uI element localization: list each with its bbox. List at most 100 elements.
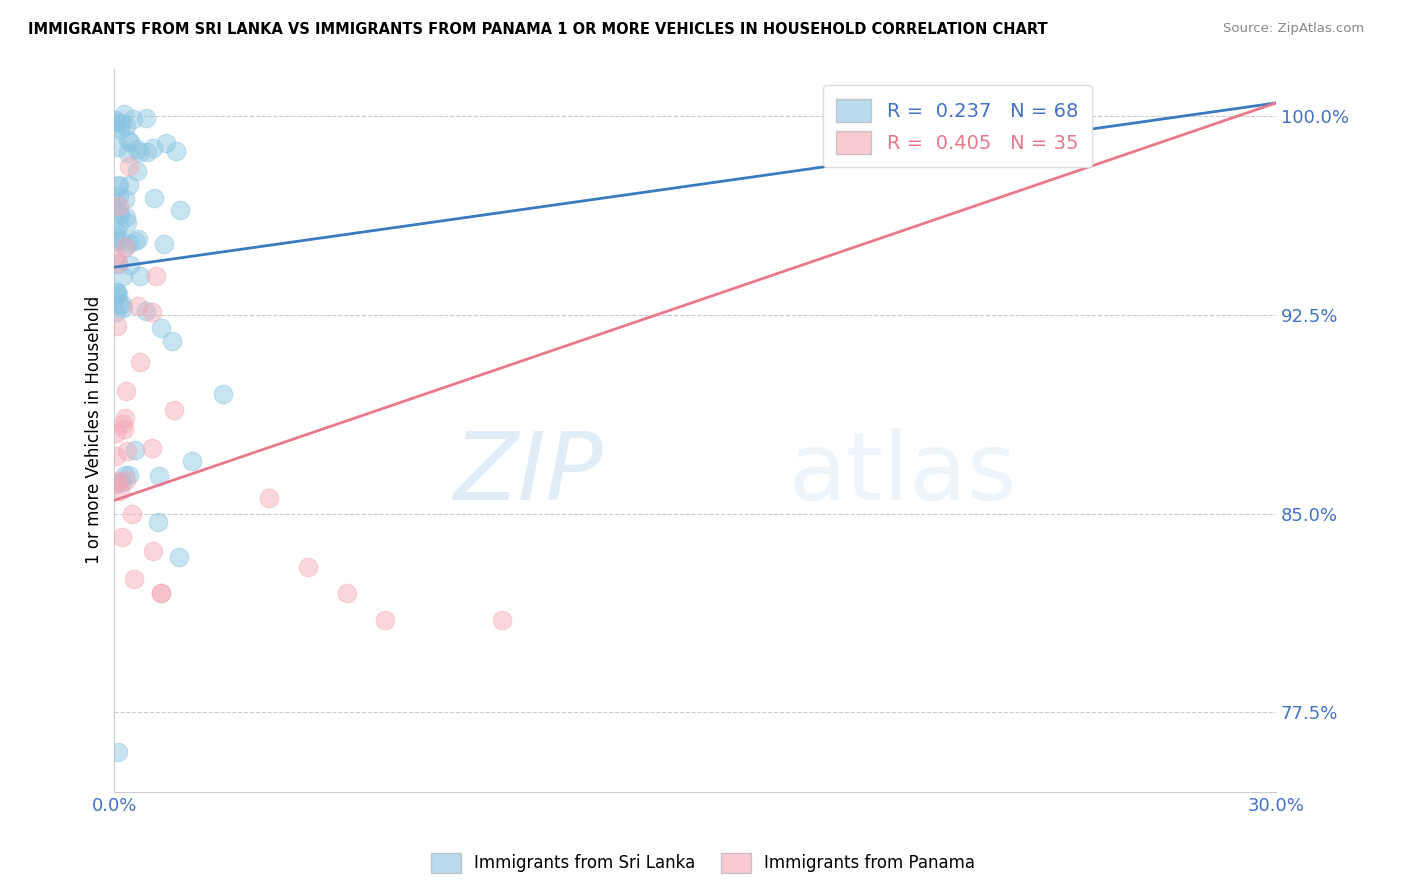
Text: Source: ZipAtlas.com: Source: ZipAtlas.com: [1223, 22, 1364, 36]
Point: [112, 417, 135, 431]
Point: [117, 235, 139, 250]
Point: [142, 543, 165, 558]
Point: [117, 159, 139, 173]
Point: [121, 508, 143, 522]
Point: [118, 468, 141, 483]
Point: [114, 211, 136, 225]
Point: [114, 193, 136, 207]
Point: [105, 229, 128, 244]
Point: [111, 530, 134, 544]
Point: [108, 233, 131, 247]
Point: [107, 257, 129, 271]
Point: [259, 491, 281, 505]
Point: [125, 142, 148, 156]
Point: [112, 301, 135, 315]
Point: [105, 285, 128, 299]
Point: [105, 449, 128, 463]
Legend: Immigrants from Sri Lanka, Immigrants from Panama: Immigrants from Sri Lanka, Immigrants fr…: [425, 847, 981, 880]
Point: [117, 145, 139, 160]
Text: atlas: atlas: [789, 427, 1017, 519]
Point: [105, 305, 128, 319]
Point: [108, 297, 131, 311]
Point: [122, 112, 145, 126]
Point: [141, 305, 163, 319]
Point: [108, 484, 131, 499]
Point: [107, 179, 129, 194]
Point: [155, 136, 177, 150]
Point: [107, 256, 129, 270]
Point: [169, 202, 191, 217]
Point: [105, 476, 128, 491]
Point: [165, 145, 187, 159]
Point: [108, 178, 131, 192]
Point: [107, 287, 129, 301]
Point: [115, 473, 138, 487]
Point: [118, 258, 141, 272]
Point: [153, 237, 176, 252]
Point: [124, 234, 146, 248]
Point: [105, 224, 128, 238]
Point: [336, 586, 359, 600]
Point: [124, 572, 146, 586]
Point: [141, 441, 163, 455]
Point: [114, 240, 136, 254]
Point: [111, 475, 134, 489]
Point: [107, 474, 129, 488]
Point: [115, 443, 138, 458]
Point: [112, 422, 135, 436]
Point: [127, 299, 149, 313]
Point: [111, 269, 134, 284]
Point: [149, 586, 172, 600]
Point: [112, 107, 135, 121]
Point: [146, 515, 169, 529]
Text: IMMIGRANTS FROM SRI LANKA VS IMMIGRANTS FROM PANAMA 1 OR MORE VEHICLES IN HOUSEH: IMMIGRANTS FROM SRI LANKA VS IMMIGRANTS …: [28, 22, 1047, 37]
Point: [1032, 114, 1054, 128]
Point: [162, 403, 184, 417]
Point: [105, 425, 128, 440]
Point: [105, 235, 128, 249]
Point: [105, 251, 128, 265]
Point: [491, 613, 513, 627]
Text: ZIP: ZIP: [453, 428, 602, 519]
Point: [114, 467, 136, 482]
Point: [117, 132, 139, 146]
Point: [128, 355, 150, 369]
Point: [108, 121, 131, 136]
Point: [297, 559, 319, 574]
Point: [169, 549, 191, 564]
Point: [180, 453, 202, 467]
Point: [149, 321, 172, 335]
Point: [118, 178, 141, 193]
Point: [145, 268, 167, 283]
Point: [108, 189, 131, 203]
Point: [142, 141, 165, 155]
Point: [105, 318, 128, 333]
Point: [124, 443, 146, 458]
Point: [105, 115, 128, 129]
Point: [128, 145, 150, 159]
Point: [374, 613, 396, 627]
Point: [129, 268, 152, 283]
Point: [107, 745, 129, 759]
Point: [105, 196, 128, 211]
Point: [162, 334, 184, 349]
Point: [114, 240, 136, 254]
Point: [135, 111, 157, 125]
Point: [136, 145, 159, 160]
Point: [105, 285, 128, 300]
Point: [115, 384, 138, 399]
Point: [110, 116, 132, 130]
Point: [114, 411, 136, 425]
Point: [108, 217, 131, 231]
Y-axis label: 1 or more Vehicles in Household: 1 or more Vehicles in Household: [86, 296, 103, 565]
Point: [148, 469, 170, 483]
Point: [111, 297, 134, 311]
Legend: R =  0.237   N = 68, R =  0.405   N = 35: R = 0.237 N = 68, R = 0.405 N = 35: [823, 86, 1092, 168]
Point: [107, 203, 129, 218]
Point: [107, 139, 129, 153]
Point: [108, 207, 131, 221]
Point: [135, 303, 157, 318]
Point: [120, 135, 142, 149]
Point: [127, 164, 149, 178]
Point: [211, 387, 233, 401]
